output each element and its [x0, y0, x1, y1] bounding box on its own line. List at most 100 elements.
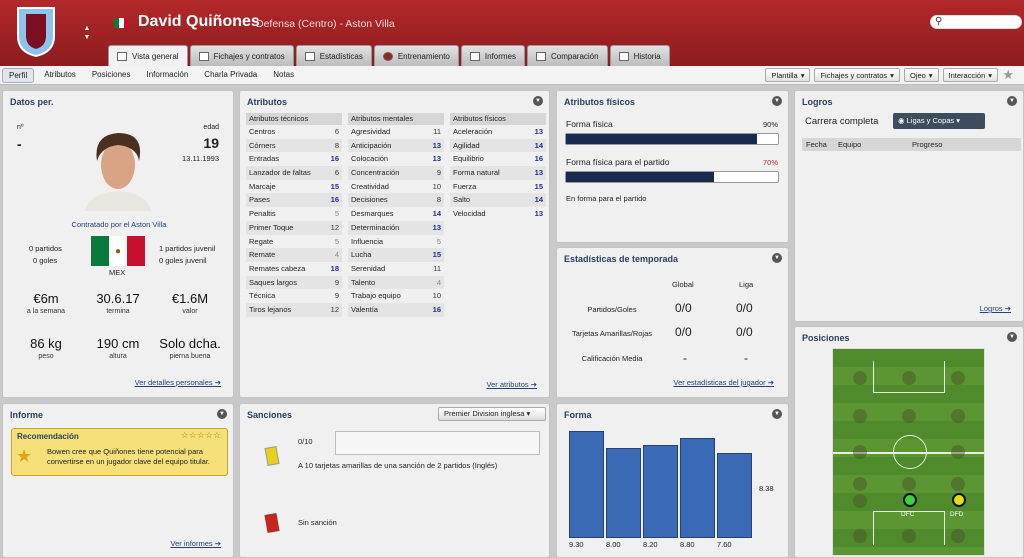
- competition-filter-dropdown[interactable]: ◉ Ligas y Copas ▾: [893, 113, 985, 129]
- attribute-row[interactable]: Pases 16: [246, 193, 342, 208]
- report-panel: Informe ▼ Recomendación ☆☆☆☆☆ ★ Bowen cr…: [2, 403, 234, 558]
- interaction-dropdown[interactable]: Interacción ▾: [942, 68, 998, 82]
- attribute-row[interactable]: Talento 4: [348, 275, 444, 290]
- position-dfc-marker[interactable]: [903, 493, 917, 507]
- attribute-value: 5: [334, 209, 339, 219]
- attribute-row[interactable]: Técnica 9: [246, 289, 342, 303]
- player-name[interactable]: David Quiñones: [138, 13, 260, 30]
- position-dfd-marker[interactable]: [952, 493, 966, 507]
- subnav-private-chat[interactable]: Charla Privada: [204, 70, 258, 79]
- panel-title: Forma: [564, 410, 592, 420]
- attribute-row[interactable]: Entradas 16: [246, 152, 342, 166]
- attribute-value: 5: [334, 236, 339, 246]
- attribute-row[interactable]: Lucha 15: [348, 248, 444, 262]
- subnav-profile[interactable]: Perfil: [2, 68, 35, 83]
- player-nav-arrows[interactable]: ▲ ▼: [83, 25, 91, 41]
- attribute-row[interactable]: Salto 14: [450, 193, 546, 208]
- attribute-row[interactable]: Agresividad 11: [348, 125, 444, 139]
- scouting-dropdown[interactable]: Ojeo ▾: [903, 68, 939, 82]
- attribute-row[interactable]: Determinación 13: [348, 220, 444, 235]
- attribute-row[interactable]: Desmarques 14: [348, 207, 444, 221]
- attribute-value: 5: [436, 236, 441, 246]
- attribute-row[interactable]: Forma natural 13: [450, 166, 546, 180]
- tab-reports[interactable]: Informes: [460, 45, 525, 66]
- attribute-row[interactable]: Centros 6: [246, 125, 342, 139]
- attribute-row[interactable]: Agilidad 14: [450, 138, 546, 153]
- form-bar-label: 7.60: [717, 540, 732, 549]
- attribute-row[interactable]: Saques largos 9: [246, 275, 342, 290]
- attribute-row[interactable]: Marcaje 15: [246, 180, 342, 194]
- view-attributes-link[interactable]: Ver atributos ➔: [486, 380, 537, 389]
- tab-history[interactable]: Historia: [609, 45, 670, 66]
- personal-details-link[interactable]: Ver detalles personales ➔: [134, 378, 221, 387]
- transfers-dropdown[interactable]: Fichajes y contratos ▾: [814, 68, 900, 82]
- position-dfd-label: DFD: [950, 511, 964, 518]
- player-stats-link[interactable]: Ver estadísticas del jugador ➔: [673, 378, 774, 387]
- attribute-row[interactable]: Valentía 16: [348, 302, 444, 317]
- subnav-notes[interactable]: Notas: [273, 70, 295, 79]
- squad-dropdown[interactable]: Plantilla ▾: [765, 68, 811, 82]
- tab-overview[interactable]: Vista general: [108, 45, 188, 66]
- attribute-row[interactable]: Primer Toque 12: [246, 220, 342, 235]
- collapse-icon[interactable]: ▼: [772, 96, 782, 106]
- red-card-text: Sin sanción: [298, 518, 337, 527]
- attribute-row[interactable]: Influencia 5: [348, 235, 444, 249]
- attribute-row[interactable]: Lanzador de faltas 6: [246, 166, 342, 180]
- attribute-row[interactable]: Serenidad 11: [348, 262, 444, 276]
- attribute-row[interactable]: Aceleración 13: [450, 125, 546, 139]
- attribute-row[interactable]: Equilibrio 16: [450, 152, 546, 166]
- attribute-row[interactable]: Trabajo equipo 10: [348, 289, 444, 303]
- physical-condition-panel: Atributos físicos ▼ Forma física 90% For…: [556, 90, 789, 243]
- collapse-icon[interactable]: ▼: [1007, 96, 1017, 106]
- attribute-row[interactable]: Penaltis 5: [246, 207, 342, 221]
- contract-club-link[interactable]: Contratado por el Aston Villa: [71, 220, 167, 229]
- collapse-icon[interactable]: ▼: [1007, 332, 1017, 342]
- form-bar[interactable]: [643, 445, 678, 538]
- form-bar[interactable]: [680, 437, 715, 538]
- subnav-information[interactable]: Información: [146, 70, 189, 79]
- star-icon[interactable]: ★: [1002, 67, 1014, 82]
- form-bar[interactable]: [717, 452, 752, 538]
- panel-title: Sanciones: [247, 410, 293, 420]
- attribute-row[interactable]: Remate 4: [246, 248, 342, 262]
- recommendation-stars: ☆☆☆☆☆: [180, 430, 221, 440]
- stat-global: -: [683, 351, 687, 365]
- subnav-attributes[interactable]: Atributos: [44, 70, 76, 79]
- chevron-down-icon: ▾: [928, 70, 933, 80]
- attribute-row[interactable]: Córners 8: [246, 138, 342, 153]
- reports-link[interactable]: Ver informes ➔: [170, 539, 221, 548]
- attribute-row[interactable]: Tiros lejanos 12: [246, 302, 342, 317]
- date-of-birth: 13.11.1993: [182, 154, 219, 163]
- player-position[interactable]: Defensa (Centro) - Aston Villa: [256, 18, 395, 30]
- tab-transfers[interactable]: Fichajes y contratos: [189, 45, 294, 66]
- attribute-row[interactable]: Anticipación 13: [348, 138, 444, 153]
- youth-goals: 0 goles juvenil: [159, 256, 207, 265]
- collapse-icon[interactable]: ▼: [772, 253, 782, 263]
- form-bar[interactable]: [606, 447, 641, 538]
- form-bar[interactable]: [569, 431, 604, 538]
- competition-dropdown[interactable]: Premier Division inglesa ▾: [438, 407, 546, 421]
- attribute-name: Salto: [453, 195, 471, 205]
- club-crest-icon: [17, 7, 55, 58]
- attribute-row[interactable]: Velocidad 13: [450, 207, 546, 221]
- tab-comparison[interactable]: Comparación: [527, 45, 608, 66]
- subnav-positions[interactable]: Posiciones: [91, 70, 131, 79]
- collapse-icon[interactable]: ▼: [772, 409, 782, 419]
- search-input[interactable]: ⚲: [930, 15, 1022, 29]
- attribute-row[interactable]: Creatividad 10: [348, 180, 444, 194]
- nation-flag-icon[interactable]: ●: [91, 236, 145, 266]
- tab-training[interactable]: Entrenamiento: [373, 45, 459, 66]
- attribute-row[interactable]: Remates cabeza 18: [246, 262, 342, 276]
- yellow-card-text: A 10 tarjetas amarillas de una sanción d…: [298, 461, 498, 470]
- attribute-row[interactable]: Fuerza 15: [450, 180, 546, 194]
- tab-stats[interactable]: Estadísticas: [295, 45, 372, 66]
- attribute-row[interactable]: Colocación 13: [348, 152, 444, 166]
- value-stat: €1.6M valor: [171, 291, 209, 315]
- attribute-value: 14: [534, 195, 543, 205]
- attribute-row[interactable]: Decisiones 8: [348, 193, 444, 208]
- attribute-row[interactable]: Regate 5: [246, 235, 342, 249]
- attribute-row[interactable]: Concentración 9: [348, 166, 444, 180]
- collapse-icon[interactable]: ▼: [217, 409, 227, 419]
- achievements-link[interactable]: Logros ➔: [979, 304, 1011, 313]
- collapse-icon[interactable]: ▼: [533, 96, 543, 106]
